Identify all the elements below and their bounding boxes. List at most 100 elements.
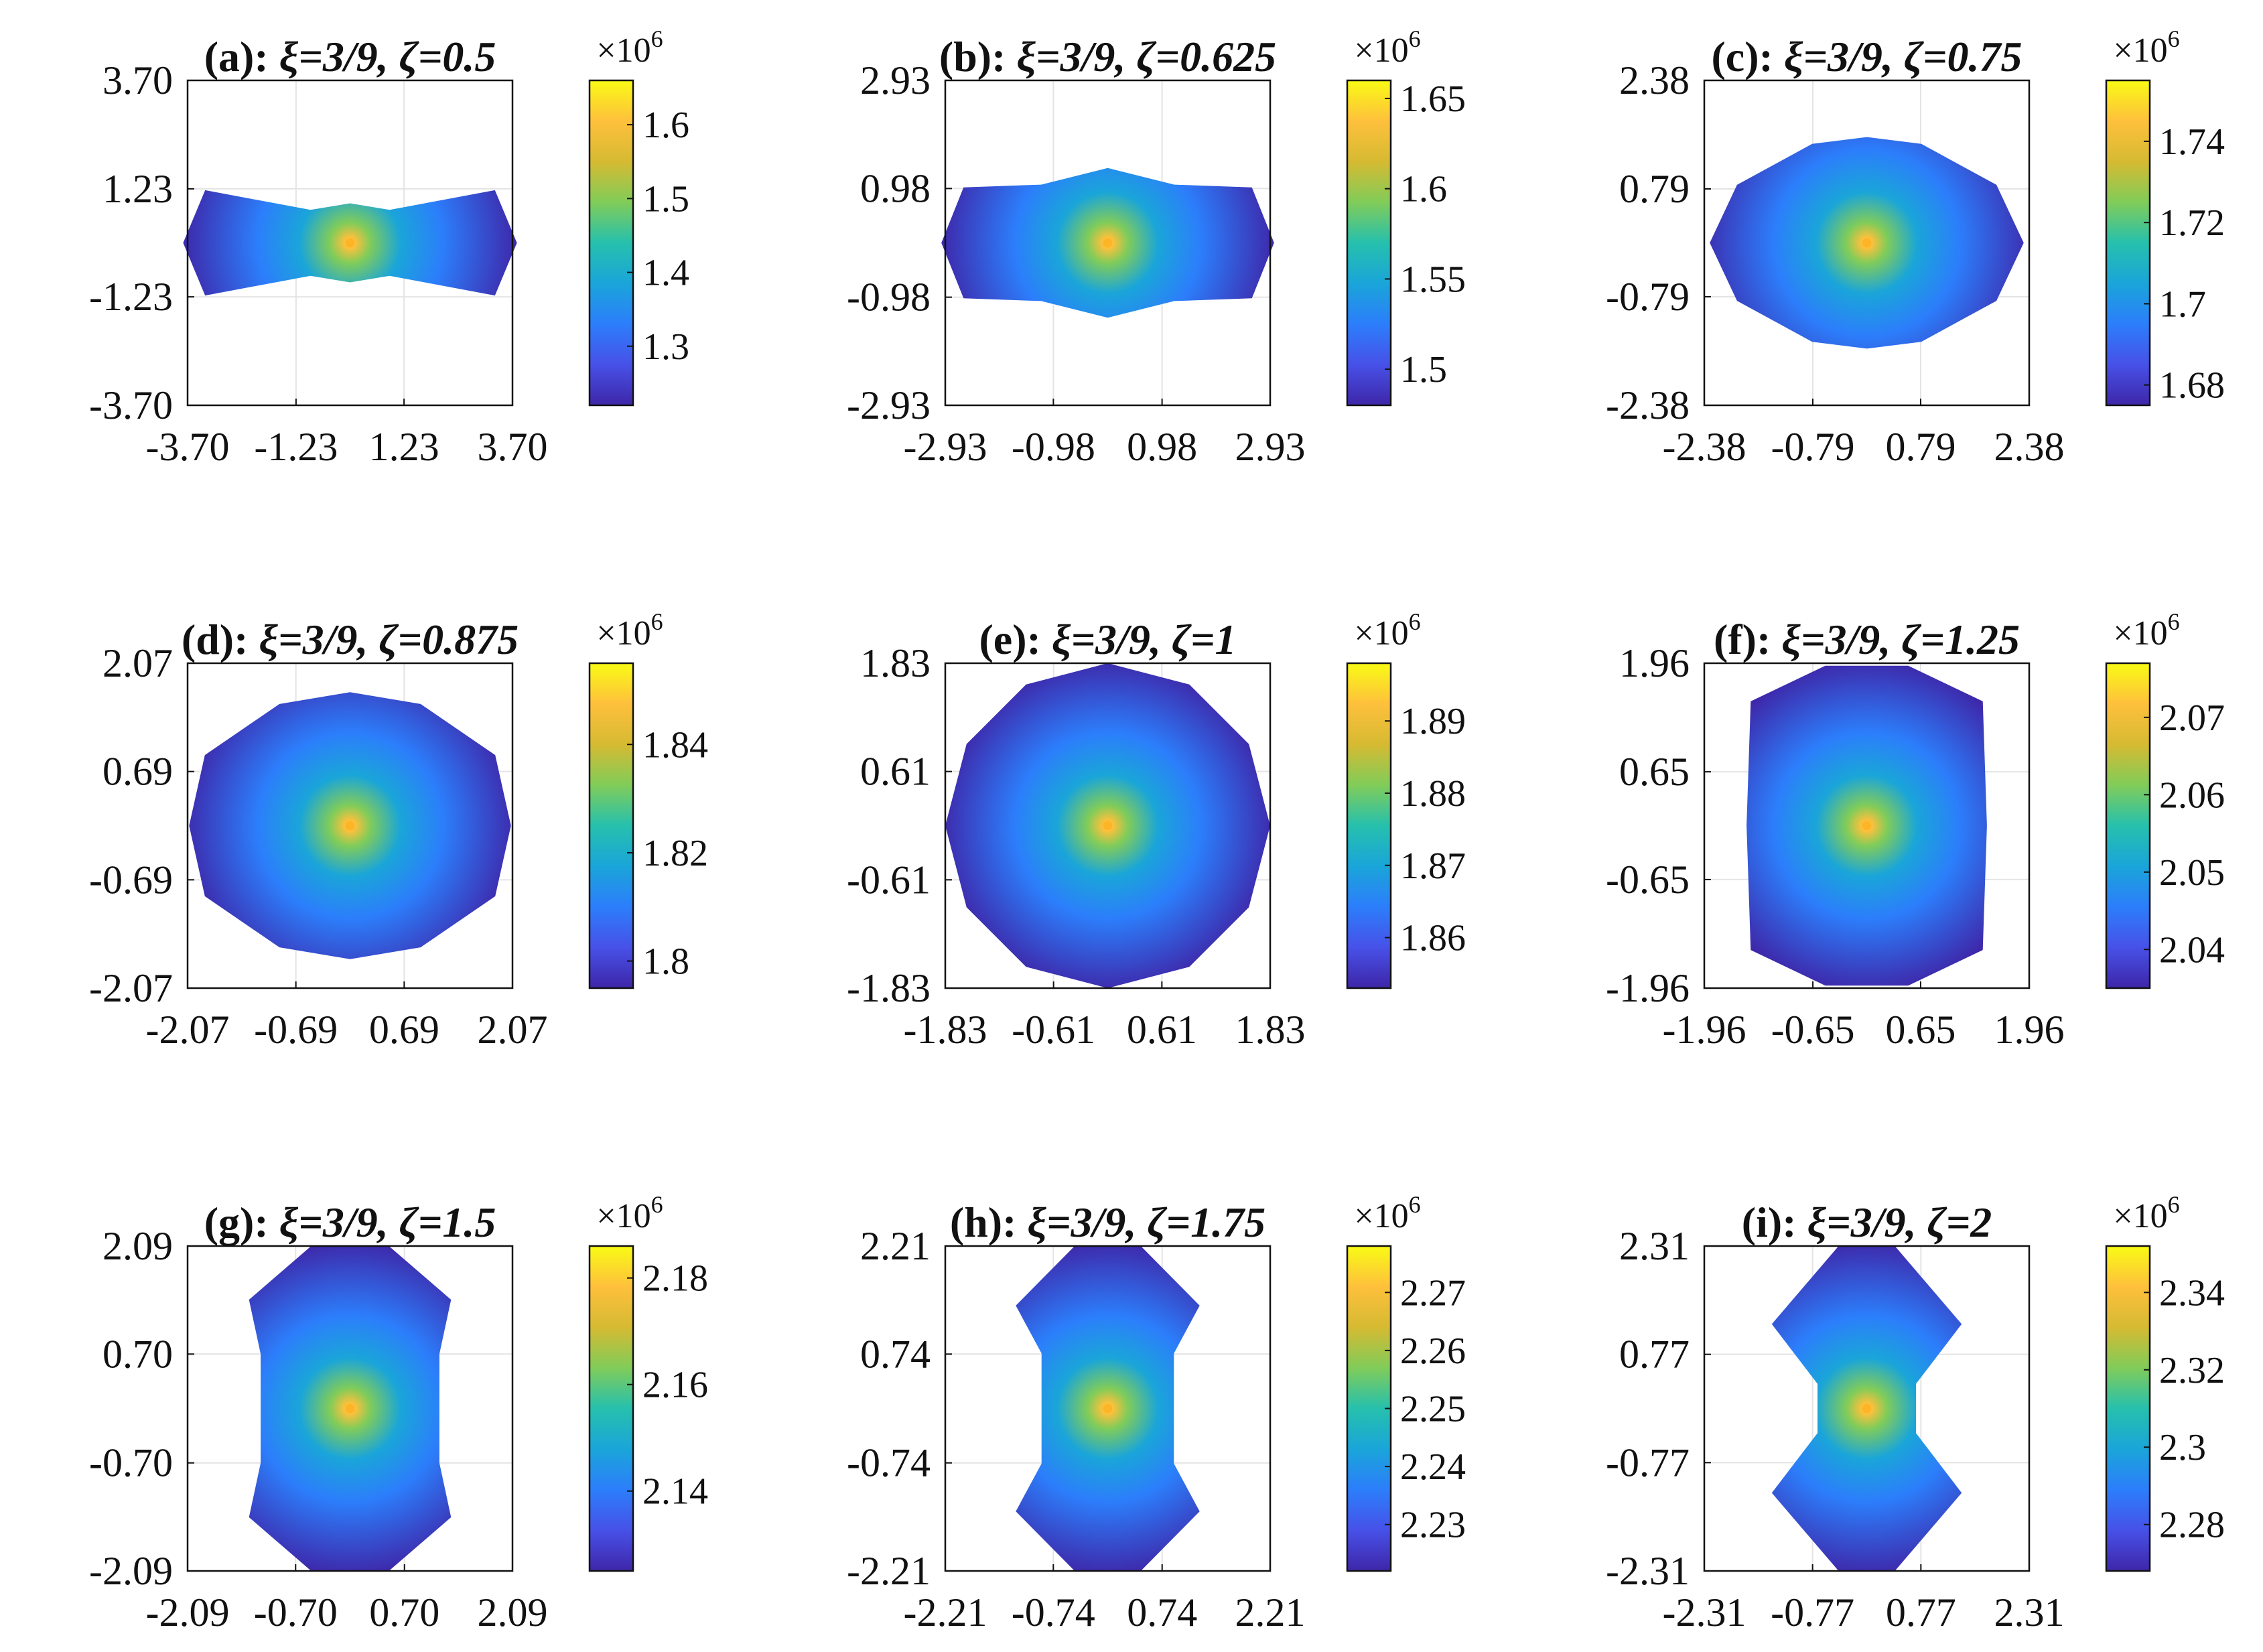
colorbar-bar [2105,79,2151,407]
colorbar-bar [588,1245,634,1572]
x-tick-label: -0.98 [1012,425,1095,469]
colorbar-tick-label: 1.6 [1400,169,1447,210]
y-tick-label: 1.96 [1619,641,1690,685]
title-zeta: ζ=0.75 [1904,33,2022,80]
panel-a: -3.70 -1.23 1.23 3.70 3.70 1.23 -1.23 -3.70 (a):… [89,25,689,469]
x-tick-label: 1.83 [1235,1008,1306,1052]
y-tick-label: -1.83 [847,966,931,1010]
colorbar-tick-label: 2.26 [1400,1330,1466,1372]
x-tick-label: -0.61 [1012,1008,1095,1052]
y-tick-label: 3.70 [102,58,173,102]
colorbar-tick-label: 2.04 [2159,929,2225,971]
peak-marker [1103,238,1113,248]
x-tick-label: 0.79 [1885,425,1956,469]
exponent-power: 6 [1409,25,1421,52]
title-prefix: (i): [1742,1198,1807,1246]
y-tick-label: 0.79 [1619,167,1690,211]
y-tick-label: -0.69 [89,857,173,902]
colorbar: 2.07 2.06 2.05 2.04 ×106 [2105,608,2225,989]
y-tick-label: 2.31 [1619,1224,1690,1268]
colorbar-tick-label: 2.18 [642,1258,708,1300]
y-tick-label: -0.65 [1606,857,1690,902]
colorbar-tick-label: 2.3 [2159,1427,2206,1468]
y-tick-label: -0.74 [847,1441,931,1485]
exponent-base: ×10 [1354,614,1408,652]
colorbar-tick-label: 1.84 [642,724,708,766]
axes-box [1703,79,2031,407]
exponent-power: 6 [651,1191,663,1218]
panel-title: (g): ξ=3/9, ζ=1.5 [204,1198,496,1246]
title-zeta: ζ=0.5 [399,33,496,80]
y-tick-label: 2.07 [102,641,173,685]
y-tick-label: -2.93 [847,383,931,427]
panel-d: -2.07 -0.69 0.69 2.07 2.07 0.69 -0.69 -2.07 (d):… [89,608,708,1052]
panel-title: (e): ξ=3/9, ζ=1 [979,616,1236,663]
axes-box [944,662,1272,989]
colorbar-tick-label: 1.65 [1400,78,1466,120]
x-tick-label: 0.98 [1127,425,1197,469]
exponent-power: 6 [2168,25,2180,52]
colorbar-bar [2105,662,2151,989]
x-tick-label: 2.07 [478,1008,548,1052]
x-tick-label: -0.70 [254,1590,338,1635]
y-tick-label: 2.93 [860,58,931,102]
axes-box [186,662,514,989]
colorbar-bar [1346,79,1392,407]
peak-marker [1862,238,1872,248]
panel-h: -2.21 -0.74 0.74 2.21 2.21 0.74 -0.74 -2.21 (h):… [847,1191,1466,1635]
exponent-base: ×10 [596,1197,650,1235]
exponent-base: ×10 [2113,1197,2167,1235]
colorbar-tick-label: 2.34 [2159,1272,2225,1314]
colorbar: 1.74 1.72 1.7 1.68 ×106 [2105,25,2225,407]
x-tick-label: 0.77 [1886,1590,1956,1635]
panel-title: (b): ξ=3/9, ζ=0.625 [939,33,1276,80]
panel-g: -2.09 -0.70 0.70 2.09 2.09 0.70 -0.70 -2.09 (g):… [89,1191,708,1635]
x-tick-label: 0.61 [1127,1008,1197,1052]
panel-title: (i): ξ=3/9, ζ=2 [1742,1198,1992,1246]
colorbar: 1.84 1.82 1.8 ×106 [588,608,708,989]
title-zeta: ζ=1 [1172,616,1237,663]
y-tick-label: 0.74 [860,1332,931,1376]
title-xi: ξ=3/9, [1784,33,1904,80]
y-tick-label: -2.07 [89,966,173,1010]
peak-marker [345,1403,355,1414]
title-xi: ξ=3/9, [1027,1198,1147,1246]
colorbar-tick-label: 1.89 [1400,701,1466,742]
panel-title: (c): ξ=3/9, ζ=0.75 [1711,33,2022,80]
peak-marker [1862,821,1872,831]
title-xi: ξ=3/9, [1781,616,1901,663]
title-prefix: (d): [182,616,259,663]
colorbar-exponent: ×106 [596,25,663,70]
x-tick-label: -0.77 [1771,1590,1854,1635]
colorbar-exponent: ×106 [596,1191,663,1235]
peak-marker [1103,1403,1113,1414]
colorbar-bar [1346,1245,1392,1572]
colorbar: 2.34 2.32 2.3 2.28 ×106 [2105,1191,2225,1572]
y-tick-label: 2.09 [102,1224,173,1268]
peak-marker [345,238,355,248]
colorbar-bar [2105,1245,2151,1572]
y-tick-label: 0.65 [1619,750,1690,794]
panel-b: -2.93 -0.98 0.98 2.93 2.93 0.98 -0.98 -2.93 (b):… [847,25,1466,469]
panel-e: -1.83 -0.61 0.61 1.83 1.83 0.61 -0.61 -1.83 (e):… [847,608,1466,1052]
x-tick-label: 2.93 [1235,425,1306,469]
colorbar: 2.18 2.16 2.14 ×106 [588,1191,708,1572]
colorbar-tick-label: 1.5 [642,178,689,220]
x-tick-label: 2.21 [1235,1590,1306,1635]
exponent-power: 6 [2168,1191,2180,1218]
x-tick-label: -0.69 [254,1008,338,1052]
colorbar-tick-label: 1.5 [1400,349,1447,391]
panel-c: -2.38 -0.79 0.79 2.38 2.38 0.79 -0.79 -2.38 (c):… [1606,25,2225,469]
colorbar-bar [1346,662,1392,989]
title-zeta: ζ=2 [1927,1198,1992,1246]
peak-marker [345,821,355,831]
x-tick-label: 2.38 [1994,425,2065,469]
x-tick-label: -2.31 [1663,1590,1746,1635]
title-xi: ξ=3/9, [279,1198,399,1246]
colorbar-tick-label: 1.3 [642,326,689,368]
colorbar-tick-label: 2.28 [2159,1505,2225,1546]
y-tick-label: -2.09 [89,1549,173,1593]
x-tick-label: -2.09 [146,1590,230,1635]
title-xi: ξ=3/9, [1807,1198,1927,1246]
peak-marker [1862,1403,1872,1414]
